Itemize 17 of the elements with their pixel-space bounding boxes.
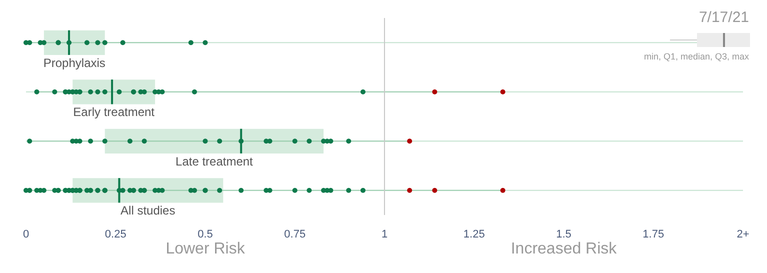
y-tick-label: Prophylaxis (43, 56, 106, 70)
y-tick-label: Late treatment (176, 154, 254, 168)
x-tick-label: 1.5 (556, 228, 572, 240)
y-tick-label: Early treatment (73, 105, 156, 120)
annotation: min, Q1, median, Q3, max (644, 52, 750, 62)
x-tick-label: 2+ (736, 228, 750, 240)
text: Lower Risk (166, 240, 246, 258)
x-tick-label: 1.25 (463, 228, 485, 240)
y-tick-label: All studies (120, 204, 176, 218)
text: Increased Risk (510, 240, 618, 258)
annotation: 7/17/21 (698, 9, 749, 26)
x-tick-label: 0.25 (104, 228, 126, 240)
x-tick-label: 0.5 (198, 228, 213, 240)
x-tick-label: 1.75 (642, 228, 664, 240)
x-tick-label: 1 (381, 228, 388, 240)
x-tick-label: 0.75 (284, 228, 306, 240)
x-tick-label: 0 (22, 228, 30, 240)
